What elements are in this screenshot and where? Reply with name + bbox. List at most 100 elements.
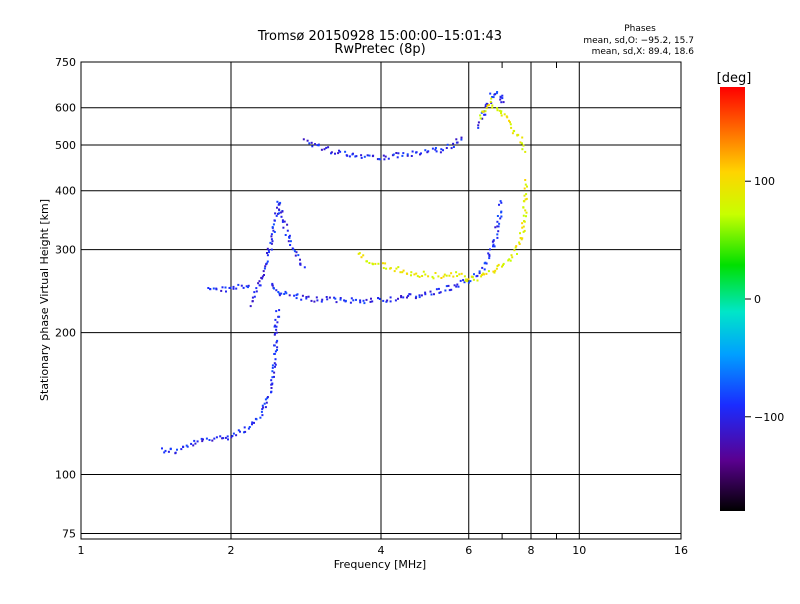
echo-point: [321, 298, 324, 301]
echo-point: [363, 155, 366, 158]
echo-point: [222, 437, 225, 440]
echo-point: [313, 300, 316, 303]
echo-point: [266, 252, 268, 254]
echo-point: [272, 229, 275, 232]
echo-point: [289, 240, 292, 243]
echo-point: [268, 251, 270, 254]
echo-point: [524, 209, 527, 212]
echo-point: [291, 247, 294, 250]
echo-point: [263, 402, 266, 405]
echo-point: [434, 148, 437, 151]
echo-point: [274, 332, 276, 335]
echo-point: [248, 426, 251, 428]
echo-point: [514, 246, 517, 249]
echo-point: [337, 152, 340, 155]
echo-point: [307, 295, 310, 298]
echo-point: [286, 223, 289, 226]
echo-point: [276, 206, 278, 209]
echo-point: [282, 226, 285, 229]
echo-point: [271, 370, 274, 373]
echo-point: [263, 267, 266, 270]
echo-point: [167, 450, 170, 453]
echo-point: [471, 276, 474, 279]
y-axis-ticks: 75 100 200 300 400 500 600 750: [55, 56, 76, 540]
echo-point: [502, 101, 505, 104]
echo-point: [213, 437, 216, 440]
echo-point: [270, 238, 273, 241]
echo-point: [495, 92, 498, 95]
echo-point: [339, 297, 342, 299]
echo-point: [220, 289, 223, 292]
echo-point: [274, 324, 277, 327]
echo-point: [463, 281, 466, 284]
echo-point: [487, 270, 490, 273]
echo-point: [469, 280, 472, 283]
echo-point: [293, 294, 296, 297]
echo-point: [515, 245, 518, 248]
echo-point: [211, 439, 214, 442]
echo-point: [493, 271, 496, 274]
echo-point: [481, 266, 484, 269]
echo-point: [508, 258, 511, 261]
echo-point: [261, 404, 264, 407]
echo-point: [251, 421, 254, 424]
echo-point: [271, 284, 274, 287]
echo-point: [232, 432, 235, 435]
echo-point: [351, 153, 354, 156]
echo-point: [253, 291, 256, 294]
echo-point: [431, 147, 434, 150]
echo-point: [485, 272, 488, 275]
echo-point: [273, 344, 276, 347]
echo-point: [496, 91, 499, 93]
echo-point: [500, 201, 503, 204]
echo-point: [274, 318, 277, 321]
echo-point: [224, 286, 227, 289]
echo-point: [272, 223, 275, 226]
echo-point: [354, 155, 357, 158]
echo-point: [476, 279, 479, 282]
x-tick-label: 10: [572, 544, 586, 557]
echo-point: [192, 444, 195, 447]
echo-point: [226, 435, 229, 438]
echo-point: [395, 152, 398, 154]
echo-point: [456, 275, 459, 277]
echo-point: [200, 437, 203, 440]
echo-point: [455, 138, 458, 141]
echo-point: [258, 280, 261, 283]
echo-point: [400, 296, 403, 299]
echo-point: [489, 248, 491, 251]
echo-point: [393, 270, 396, 273]
colorbar-tick-label: 100: [754, 175, 775, 188]
echo-point: [450, 272, 453, 275]
echo-point: [523, 194, 526, 197]
echo-point: [271, 366, 274, 369]
echo-point: [368, 262, 371, 264]
echo-point: [235, 287, 238, 290]
echo-point: [384, 262, 387, 265]
echo-point: [496, 215, 499, 217]
echo-point: [437, 275, 440, 278]
echo-point: [491, 104, 494, 107]
echo-point: [440, 277, 443, 279]
echo-point: [513, 249, 516, 252]
echo-point: [413, 273, 416, 276]
echo-point: [432, 277, 435, 280]
echo-point: [448, 289, 451, 292]
echo-point: [481, 110, 484, 113]
echo-point: [260, 410, 263, 413]
colorbar-tick-label: 0: [754, 293, 761, 306]
echo-point: [243, 426, 246, 429]
echo-point: [491, 106, 494, 109]
echo-point: [407, 294, 410, 297]
echo-point: [274, 212, 277, 215]
echo-point: [265, 401, 268, 404]
echo-point: [434, 147, 437, 149]
echo-point: [249, 305, 252, 308]
echo-point: [453, 284, 456, 287]
echo-point: [275, 310, 278, 313]
echo-point: [385, 267, 388, 270]
echo-point: [433, 293, 435, 296]
echo-point: [263, 274, 265, 276]
echo-point: [523, 229, 526, 232]
echo-point: [519, 141, 522, 144]
